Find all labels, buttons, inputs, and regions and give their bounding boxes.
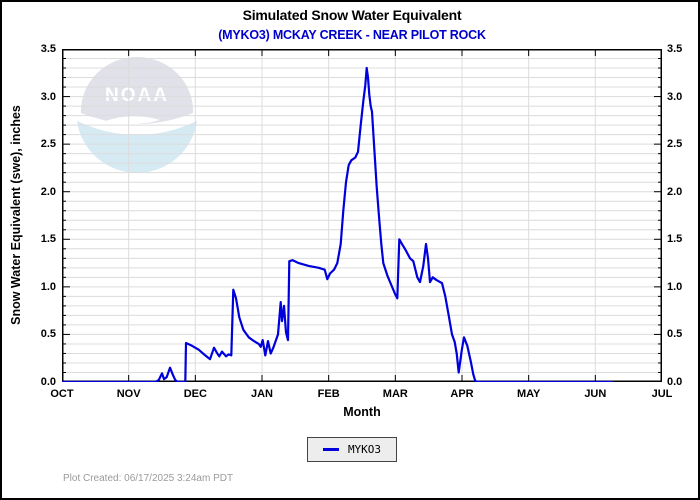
plot-border: [62, 49, 662, 382]
noaa-logo-watermark: NOAA: [77, 56, 197, 173]
noaa-logo-text: NOAA: [105, 85, 169, 106]
plot-area: NOAA: [62, 49, 662, 382]
series-line-myko3: [62, 66, 614, 382]
y-tick-label-left: 2.0: [40, 185, 56, 198]
x-tick-label: OCT: [50, 388, 74, 400]
y-tick-label-right: 1.5: [667, 233, 683, 246]
x-tick-label: JAN: [250, 388, 273, 400]
y-tick-label-left: 3.0: [40, 90, 56, 103]
y-tick-label-right: 3.0: [667, 90, 683, 103]
x-tick-label: APR: [450, 388, 474, 400]
x-tick-label: JUN: [584, 388, 607, 400]
x-tick-label: NOV: [116, 388, 141, 400]
y-tick-label-left: 3.5: [40, 43, 56, 55]
y-tick-label-left: 1.0: [40, 280, 56, 293]
x-tick-label: MAR: [382, 388, 408, 400]
axis-ticks: [62, 49, 662, 382]
y-tick-label-left: 0.5: [40, 328, 56, 341]
y-tick-label-right: 0.5: [667, 328, 683, 341]
legend-box: MYKO3: [306, 437, 398, 462]
y-tick-label-right: 2.5: [667, 138, 683, 151]
chart-title: Simulated Snow Water Equivalent: [242, 7, 462, 23]
y-tick-label-right: 1.0: [667, 280, 683, 293]
x-tick-label: FEB: [317, 388, 340, 400]
y-tick-label-left: 1.5: [40, 233, 56, 246]
y-tick-label-left: 2.5: [40, 138, 56, 151]
x-tick-label: MAY: [516, 388, 541, 400]
y-axis-title: Snow Water Equivalent (swe), inches: [9, 105, 23, 325]
y-tick-label-right: 3.5: [667, 43, 683, 55]
x-tick-label: JUL: [651, 388, 673, 400]
legend-line-swatch: [322, 448, 339, 451]
x-tick-label: DEC: [183, 388, 207, 400]
x-axis-title: Month: [343, 405, 381, 419]
chart-subtitle: (MYKO3) MCKAY CREEK - NEAR PILOT ROCK: [218, 28, 486, 42]
y-tick-label-right: 2.0: [667, 185, 683, 198]
y-tick-label-right: 0.0: [667, 376, 683, 388]
legend-label: MYKO3: [347, 443, 382, 456]
gridlines: [62, 49, 662, 382]
y-tick-label-left: 0.0: [40, 376, 56, 388]
legend: MYKO3: [2, 437, 698, 462]
plot-created-text: Plot Created: 06/17/2025 3:24am PDT: [63, 473, 234, 484]
